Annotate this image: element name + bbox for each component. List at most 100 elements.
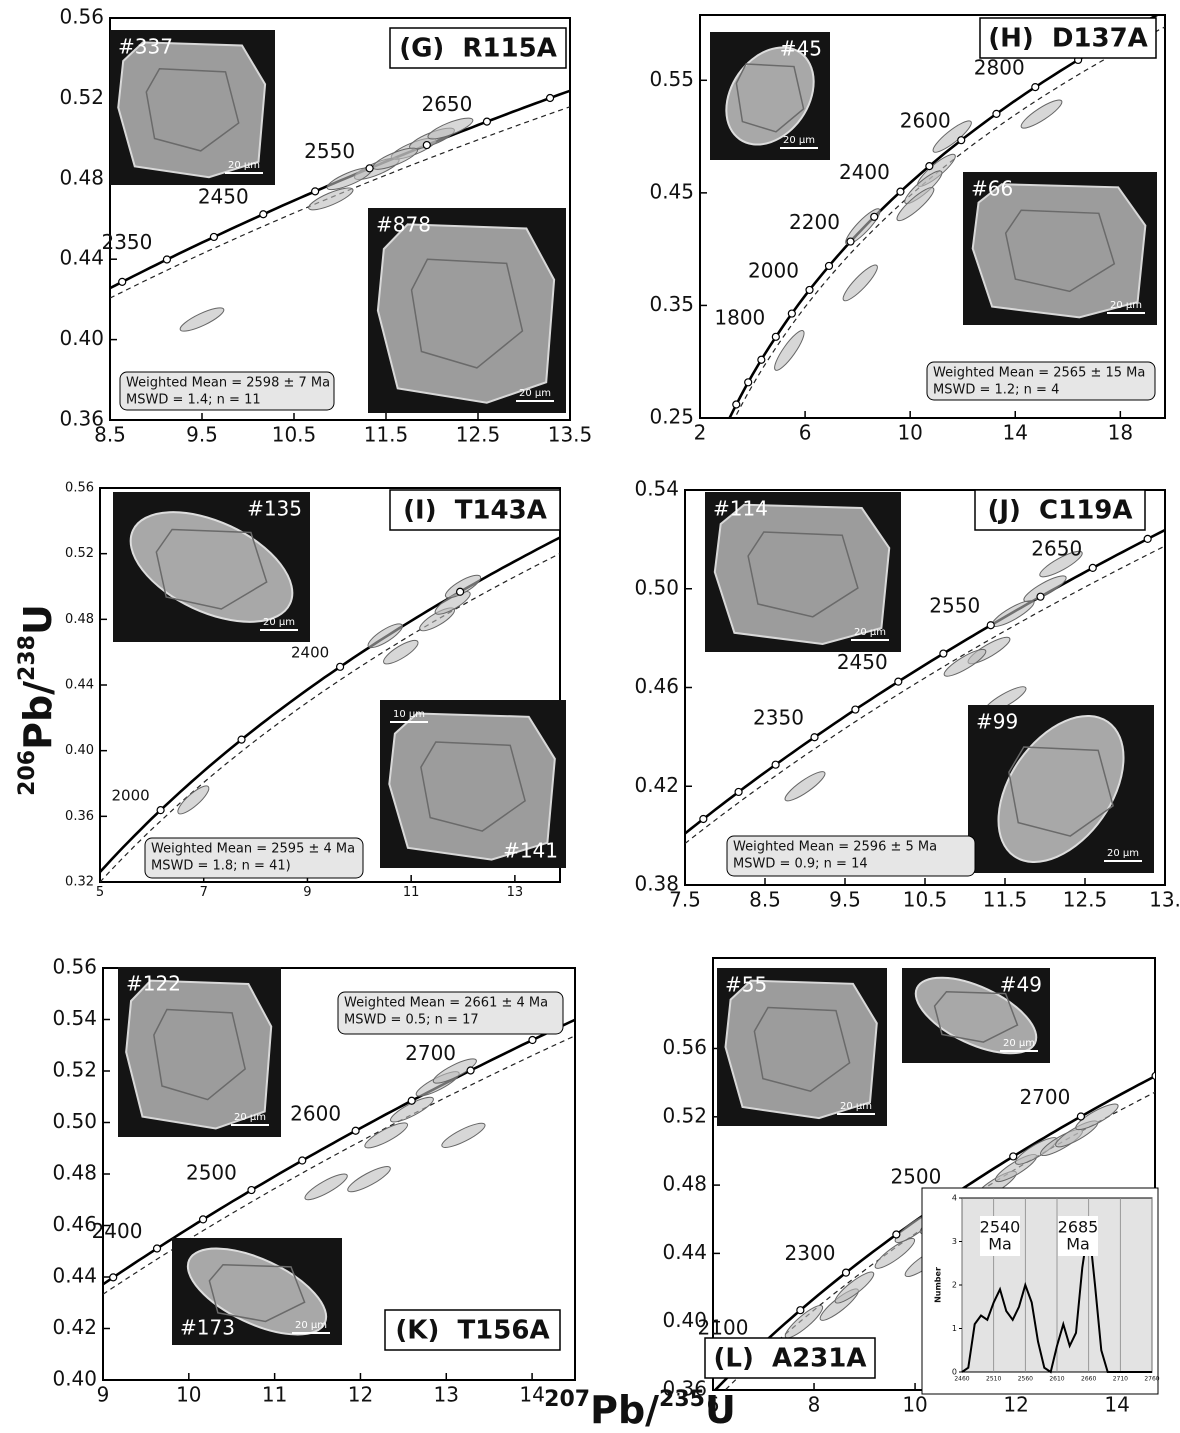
age-label: 2300 bbox=[785, 1241, 836, 1265]
figure: 8.59.510.511.512.513.50.360.400.440.480.… bbox=[0, 0, 1180, 1433]
x-label-mass: 207 bbox=[544, 1387, 590, 1412]
concordia-marker bbox=[457, 588, 464, 595]
age-label: 2400 bbox=[839, 160, 890, 184]
x-tick-label: 11 bbox=[262, 1383, 287, 1407]
x-label-mass: 235 bbox=[659, 1387, 705, 1412]
y-label-mass: 238 bbox=[15, 635, 40, 681]
y-label-mass: 206 bbox=[15, 750, 40, 796]
scale-label: 20 µm bbox=[295, 1320, 327, 1331]
y-tick-label: 0.25 bbox=[649, 405, 694, 429]
age-label: 2400 bbox=[92, 1219, 143, 1243]
mean-text: MSWD = 0.5; n = 17 bbox=[344, 1013, 479, 1028]
x-tick-label: 9.5 bbox=[829, 888, 861, 912]
concordia-marker bbox=[110, 1274, 117, 1281]
age-label: 2500 bbox=[890, 1164, 941, 1188]
x-tick-label: 10 bbox=[176, 1383, 201, 1407]
zircon-label: #122 bbox=[126, 972, 181, 996]
age-label: 2350 bbox=[101, 230, 152, 254]
age-label: 2800 bbox=[974, 56, 1025, 80]
y-tick-label: 0.40 bbox=[59, 326, 104, 350]
concordia-marker bbox=[772, 333, 779, 340]
x-tick-label: 11.5 bbox=[364, 423, 409, 447]
scale-label: 20 µm bbox=[263, 617, 295, 628]
x-tick-label: 8 bbox=[808, 1393, 821, 1417]
mean-text: MSWD = 1.4; n = 11 bbox=[126, 393, 261, 408]
concordia-marker bbox=[895, 678, 902, 685]
y-tick-label: 0.40 bbox=[52, 1367, 97, 1391]
age-label: 2000 bbox=[112, 787, 150, 805]
age-label: 2600 bbox=[900, 109, 951, 133]
inset-x-tick-label: 2560 bbox=[1018, 1376, 1033, 1383]
y-tick-label: 0.56 bbox=[52, 955, 97, 979]
age-label: 1800 bbox=[714, 305, 765, 329]
y-tick-label: 0.54 bbox=[634, 477, 679, 501]
inset-x-tick-label: 2710 bbox=[1113, 1376, 1128, 1383]
y-label-element: Pb/ bbox=[16, 681, 60, 750]
concordia-marker bbox=[366, 165, 373, 172]
age-label: 2350 bbox=[753, 706, 804, 730]
age-label: 2400 bbox=[291, 643, 329, 661]
inset-x-tick-label: 2460 bbox=[954, 1376, 969, 1383]
x-tick-label: 10 bbox=[902, 1393, 927, 1417]
panel-title: (I) T143A bbox=[403, 496, 547, 526]
x-tick-label: 11 bbox=[403, 885, 420, 900]
scale-label: 20 µm bbox=[1003, 1038, 1035, 1049]
y-tick-label: 0.44 bbox=[59, 246, 104, 270]
scale-label: 20 µm bbox=[783, 135, 815, 146]
concordia-marker bbox=[312, 188, 319, 195]
x-tick-label: 13.5 bbox=[548, 423, 593, 447]
inset-x-tick-label: 2660 bbox=[1081, 1376, 1096, 1383]
scale-label: 20 µm bbox=[840, 1101, 872, 1112]
zircon-grain bbox=[378, 224, 554, 402]
concordia-marker bbox=[788, 310, 795, 317]
y-label-element: U bbox=[16, 604, 60, 635]
scale-label: 20 µm bbox=[234, 1112, 266, 1123]
mean-text: MSWD = 1.8; n = 41) bbox=[151, 859, 291, 874]
mean-text: MSWD = 1.2; n = 4 bbox=[933, 383, 1059, 398]
concordia-marker bbox=[337, 663, 344, 670]
age-label: 2550 bbox=[929, 594, 980, 618]
concordia-marker bbox=[210, 233, 217, 240]
x-tick-label: 6 bbox=[799, 421, 812, 445]
concordia-marker bbox=[811, 734, 818, 741]
x-tick-label: 12.5 bbox=[456, 423, 501, 447]
x-tick-label: 10 bbox=[897, 421, 922, 445]
inset-y-tick-label: 3 bbox=[952, 1237, 957, 1246]
inset-y-tick-label: 4 bbox=[952, 1194, 957, 1203]
panel-title: (J) C119A bbox=[987, 496, 1132, 526]
concordia-marker bbox=[238, 736, 245, 743]
inset-x-tick-label: 2610 bbox=[1049, 1376, 1064, 1383]
concordia-marker bbox=[423, 142, 430, 149]
age-label: 2200 bbox=[789, 210, 840, 234]
concordia-marker bbox=[826, 262, 833, 269]
x-tick-label: 13 bbox=[507, 885, 524, 900]
y-tick-label: 0.46 bbox=[634, 674, 679, 698]
zircon-grain bbox=[126, 981, 271, 1129]
y-tick-label: 0.48 bbox=[662, 1172, 707, 1196]
x-tick-label: 13 bbox=[434, 1383, 459, 1407]
x-axis-label: 207Pb/235U bbox=[544, 1387, 736, 1432]
y-tick-label: 0.56 bbox=[59, 5, 104, 29]
y-tick-label: 0.32 bbox=[65, 875, 94, 890]
inset-x-tick-label: 2510 bbox=[986, 1376, 1001, 1383]
mean-text: MSWD = 0.9; n = 14 bbox=[733, 857, 868, 872]
concordia-marker bbox=[871, 213, 878, 220]
concordia-marker bbox=[993, 110, 1000, 117]
concordia-marker bbox=[157, 807, 164, 814]
x-tick-label: 18 bbox=[1108, 421, 1133, 445]
concordia-marker bbox=[529, 1037, 536, 1044]
zircon-label: #141 bbox=[503, 839, 558, 863]
y-tick-label: 0.52 bbox=[52, 1058, 97, 1082]
panel-title: (G) R115A bbox=[399, 34, 557, 64]
concordia-marker bbox=[847, 238, 854, 245]
y-tick-label: 0.44 bbox=[662, 1240, 707, 1264]
concordia-marker bbox=[163, 256, 170, 263]
zircon-label: #878 bbox=[376, 213, 431, 237]
concordia-marker bbox=[1077, 1113, 1084, 1120]
zircon-label: #45 bbox=[780, 37, 822, 61]
concordia-marker bbox=[958, 137, 965, 144]
age-label: 2450 bbox=[837, 650, 888, 674]
y-tick-label: 0.38 bbox=[634, 872, 679, 896]
zircon-grain bbox=[726, 981, 877, 1118]
age-label: 2500 bbox=[186, 1161, 237, 1185]
